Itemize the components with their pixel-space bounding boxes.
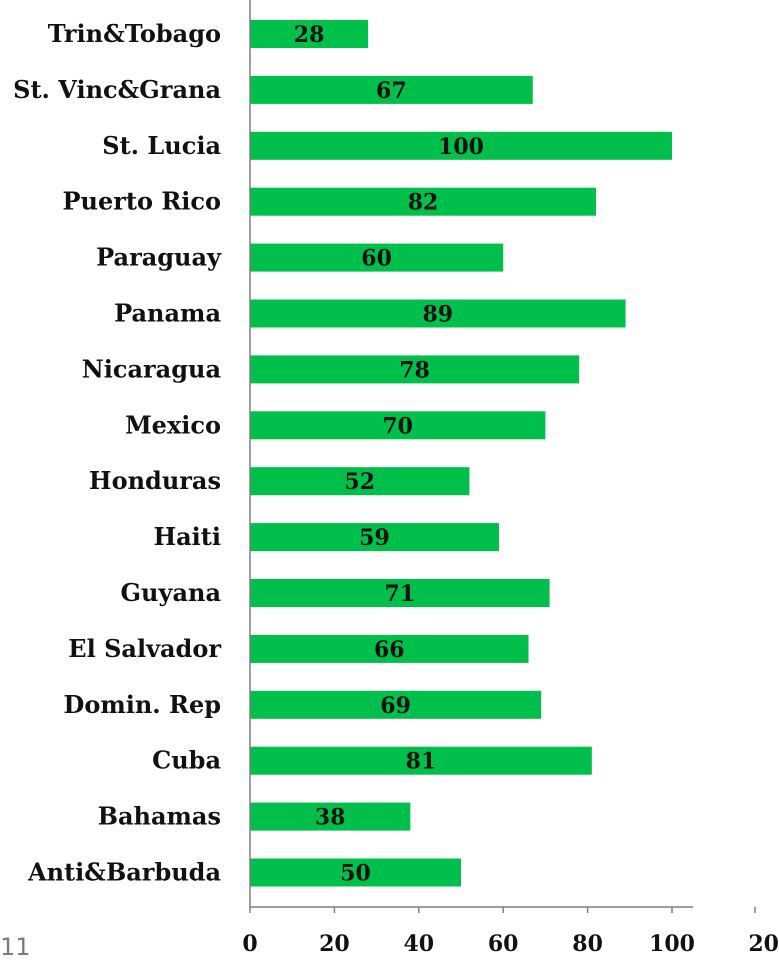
category-label-st-vinc-grana: St. Vinc&Grana: [13, 75, 221, 104]
bar-guyana: [250, 579, 550, 607]
category-label-nicaragua: Nicaragua: [82, 354, 221, 383]
bar-el-salvador: [250, 634, 529, 663]
category-label-anti-barbuda: Anti&Barbuda: [27, 858, 221, 887]
category-label-haiti: Haiti: [153, 522, 221, 551]
bar-cuba: [250, 746, 592, 775]
value-label-honduras: 52: [344, 469, 375, 495]
value-labels-layer: 28 67 100 82 60 89 78 70 52 59 71 66 69 81 38 50: [294, 22, 484, 887]
bar-mexico: [250, 411, 546, 440]
category-label-st-lucia: St. Lucia: [102, 131, 221, 160]
x-tick-label-6: 20: [748, 931, 779, 957]
bar-honduras: [250, 467, 470, 496]
x-tick-label-5: 100: [649, 931, 695, 957]
category-label-paraguay: Paraguay: [96, 243, 222, 272]
value-label-trin-tobago: 28: [294, 22, 325, 48]
category-label-guyana: Guyana: [121, 578, 221, 607]
value-label-bahamas: 38: [315, 805, 346, 831]
category-label-cuba: Cuba: [152, 746, 221, 775]
category-label-el-salvador: El Salvador: [68, 634, 221, 663]
bar-bahamas: [250, 802, 411, 831]
bar-trin-tobago: [250, 20, 369, 48]
value-label-st-lucia: 100: [438, 134, 484, 160]
category-labels-layer: Trin&Tobago St. Vinc&Grana St. Lucia Puerto…: [13, 19, 222, 887]
value-label-panama: 89: [422, 302, 453, 328]
bar-panama: [250, 299, 626, 328]
page-number: 11: [0, 933, 31, 961]
category-label-honduras: Honduras: [89, 466, 221, 495]
category-label-mexico: Mexico: [125, 410, 221, 439]
bar-haiti: [250, 523, 499, 552]
x-tick-label-3: 60: [488, 931, 519, 957]
category-label-bahamas: Bahamas: [98, 802, 221, 831]
category-label-panama: Panama: [114, 299, 221, 328]
value-label-domin-rep: 69: [380, 693, 411, 719]
value-label-st-vinc-grana: 67: [376, 78, 407, 104]
bar-puerto-rico: [250, 187, 597, 216]
value-label-anti-barbuda: 50: [340, 861, 371, 887]
bar-paraguay: [250, 243, 504, 272]
category-label-domin-rep: Domin. Rep: [64, 690, 222, 719]
bar-st-lucia: [250, 131, 672, 160]
category-label-puerto-rico: Puerto Rico: [62, 187, 221, 216]
ticks-layer: 0 20 40 60 80 100 20: [242, 907, 779, 957]
value-label-cuba: 81: [406, 749, 437, 775]
value-label-haiti: 59: [359, 525, 390, 551]
category-label-trin-tobago: Trin&Tobago: [48, 19, 221, 48]
bar-st-vinc-grana: [250, 75, 533, 104]
bar-nicaragua: [250, 355, 580, 384]
x-tick-label-4: 80: [572, 931, 603, 957]
value-label-nicaragua: 78: [399, 357, 430, 383]
axis-layer: [249, 0, 694, 908]
value-label-el-salvador: 66: [374, 637, 405, 663]
value-label-guyana: 71: [384, 581, 415, 607]
bar-anti-barbuda: [250, 858, 461, 887]
x-tick-label-2: 40: [403, 931, 434, 957]
bar-domin-rep: [250, 690, 542, 719]
x-tick-label-1: 20: [319, 931, 350, 957]
value-label-paraguay: 60: [361, 246, 392, 272]
bars-layer: [250, 20, 672, 887]
value-label-puerto-rico: 82: [408, 190, 439, 216]
value-label-mexico: 70: [382, 413, 413, 439]
x-tick-label-0: 0: [242, 931, 257, 957]
